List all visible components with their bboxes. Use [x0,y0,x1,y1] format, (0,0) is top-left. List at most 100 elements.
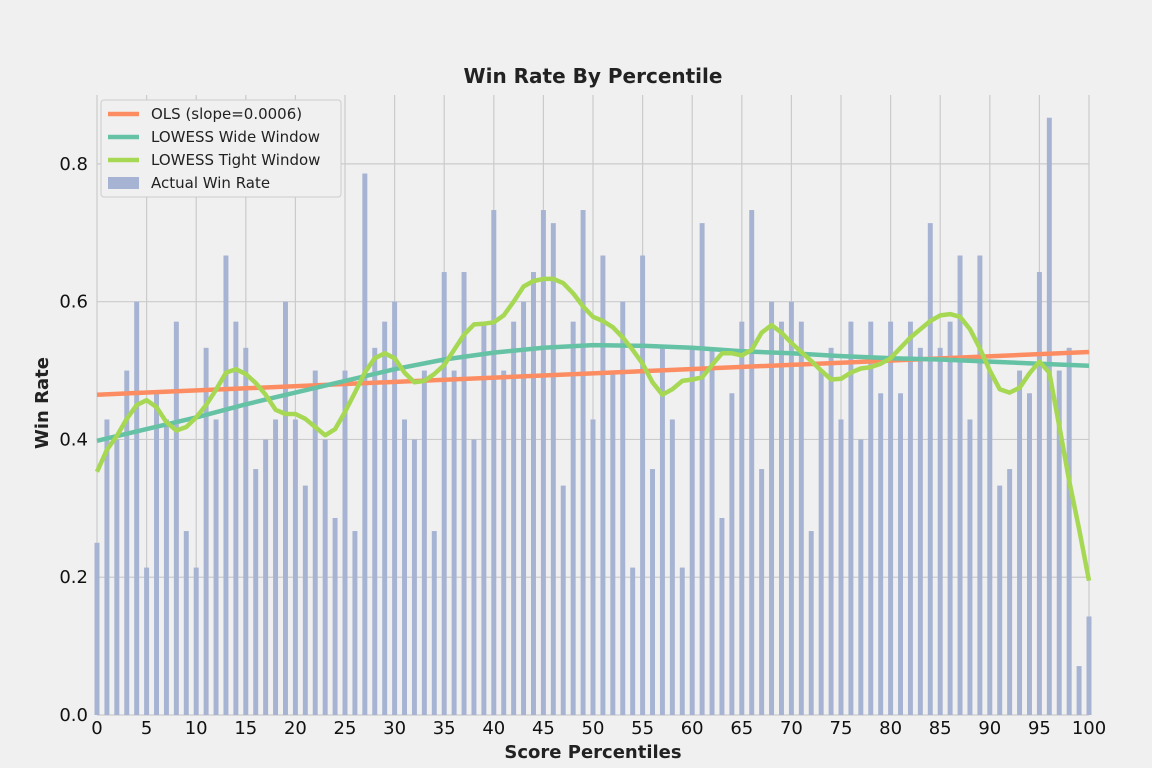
bar [332,517,338,715]
legend-label: LOWESS Tight Window [151,151,320,169]
bar [461,272,467,715]
bar [808,531,814,715]
bar [580,210,586,716]
bar [421,370,427,715]
bar [104,419,110,715]
x-tick-label: 55 [631,718,654,739]
x-tick-label: 30 [383,718,406,739]
bar [788,301,794,715]
x-tick-label: 95 [1028,718,1051,739]
bar [828,347,834,715]
x-tick-label: 70 [780,718,803,739]
bar [273,419,279,715]
bar [937,347,943,715]
bar [550,223,556,715]
bar [659,347,665,715]
x-tick-label: 65 [730,718,753,739]
bar [1017,370,1023,715]
bar [342,370,348,715]
bar [590,419,596,715]
bar [481,321,487,715]
bar [531,272,536,715]
bar [154,393,159,715]
y-tick-label: 0.8 [59,154,88,175]
bar [1046,117,1052,715]
line-lowess-wide [96,342,1090,443]
bar [888,321,894,715]
bar [1007,469,1013,715]
bar [600,255,606,715]
x-tick-label: 35 [433,718,456,739]
bar [94,542,100,715]
tick-labels: 0 5 10 15 20 25 30 35 40 45 50 55 60 65 70 75 80 85 90 95 10… [59,154,1106,739]
bar [987,370,993,715]
bar [392,301,398,715]
bar [699,223,705,715]
bar [689,347,695,715]
bar [898,393,903,715]
line-series [94,276,1092,582]
bar [411,439,417,715]
bar [818,370,824,715]
bar [144,567,150,715]
bar [739,321,745,715]
bar [907,321,913,715]
x-tick-label: 5 [141,718,152,739]
bar [134,301,140,715]
bar [838,419,844,715]
legend-label: Actual Win Rate [151,174,270,192]
bar [173,321,179,715]
bar-series [94,117,1092,716]
x-tick-label: 25 [334,718,357,739]
bar [283,301,288,715]
bar [292,419,298,715]
bar [679,567,685,715]
legend: OLS (slope=0.0006) LOWESS Wide Window LOWE… [100,99,342,198]
bar [719,517,725,715]
bar [1056,370,1062,715]
bar [967,419,973,715]
bar [213,419,219,715]
bar [382,321,388,715]
bar [243,347,249,715]
x-axis-label: Score Percentiles [504,742,681,763]
bar [917,347,923,715]
bar [1076,666,1082,715]
bar [709,347,715,715]
bar [669,419,675,715]
bar [203,347,209,715]
legend-label: OLS (slope=0.0006) [151,105,302,123]
bar [124,370,130,715]
bar [798,321,804,715]
bar [511,321,517,715]
bar [302,485,308,715]
x-tick-label: 100 [1072,718,1106,739]
bar [253,469,259,715]
bar [947,321,953,715]
bar [263,439,269,715]
bar [868,321,874,715]
bar [640,255,646,715]
y-tick-label: 0.6 [59,292,88,313]
bar [163,419,169,715]
bar [560,485,566,715]
bar [997,485,1003,715]
bar [372,347,378,715]
x-tick-label: 10 [185,718,208,739]
bar [540,210,546,716]
bar [729,393,735,715]
bar [620,301,626,715]
y-axis-label: Win Rate [32,357,53,449]
bar [610,370,616,715]
bar [650,469,655,715]
bar [858,439,864,715]
bar [441,272,447,715]
bar [312,370,318,715]
chart-title: Win Rate By Percentile [464,64,723,88]
bar [491,210,497,716]
bar [927,223,933,715]
bar [977,255,983,715]
x-tick-label: 45 [532,718,555,739]
legend-swatch [108,177,139,189]
